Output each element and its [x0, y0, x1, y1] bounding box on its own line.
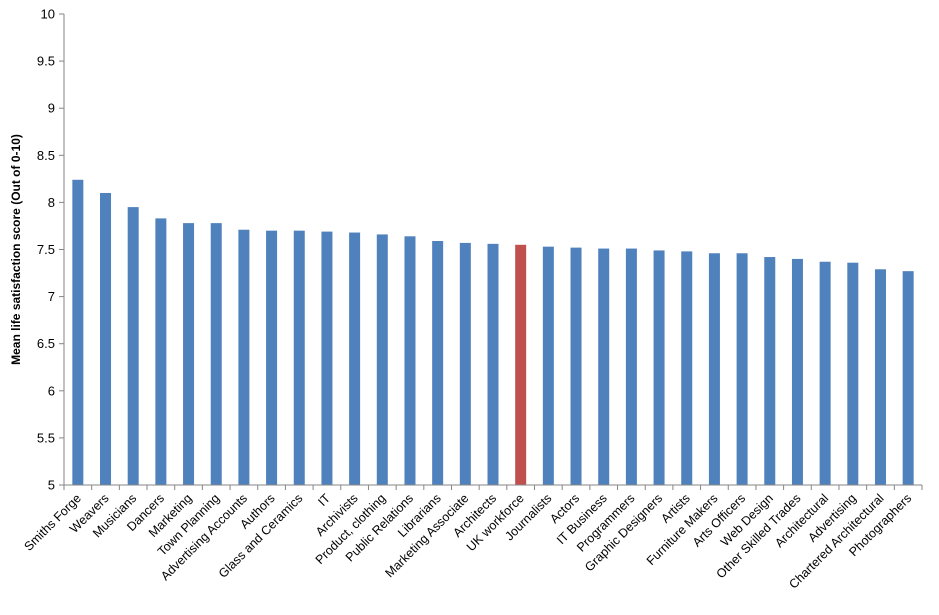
bar-smiths-forge	[72, 179, 84, 486]
y-tick-label: 7	[48, 289, 55, 304]
y-tick-label: 5	[48, 478, 55, 493]
bar-advertising	[847, 262, 859, 485]
bar-advertising-accounts	[238, 229, 250, 485]
y-axis-title-group: Mean life satisfaction score (Out of 0-1…	[9, 134, 23, 365]
bar-it-business	[598, 248, 610, 485]
bar-journalists	[542, 246, 554, 485]
y-tick-label: 5.5	[37, 430, 55, 445]
bars	[72, 179, 914, 486]
x-tick-label: IT	[315, 491, 333, 509]
bar-dancers	[155, 218, 167, 485]
y-tick-label: 6	[48, 383, 55, 398]
bar-arts-officers	[736, 253, 748, 485]
bar-archivists	[349, 232, 361, 485]
bar-public-relations	[404, 236, 416, 485]
bar-weavers	[100, 192, 112, 486]
bar-librarians	[432, 241, 444, 485]
bar-marketing	[183, 223, 195, 485]
bar-town-planning	[210, 223, 222, 485]
y-tick-label: 6.5	[37, 336, 55, 351]
bar-uk-workforce	[515, 244, 527, 485]
bar-glass-and-ceramics	[293, 230, 305, 485]
x-axis-labels: Smiths ForgeWeaversMusiciansDancersMarke…	[21, 491, 914, 592]
axes	[63, 14, 923, 490]
y-tick-label: 8.5	[37, 148, 55, 163]
bar-actors	[570, 247, 582, 485]
y-axis-title: Mean life satisfaction score (Out of 0-1…	[9, 134, 23, 365]
y-tick-label: 10	[41, 7, 55, 22]
bar-artists	[681, 251, 693, 485]
bar-photographers	[902, 271, 914, 485]
y-axis-ticks: 5 5.5 6 6.5 7 7.5 8 8.5 9 9.5 10	[37, 7, 64, 493]
bar-other-skilled-trades	[791, 258, 803, 485]
bar-chartered-architectural	[874, 269, 886, 485]
bar-graphic-designers	[653, 250, 665, 485]
y-tick-label: 9.5	[37, 54, 55, 69]
bar-programmers	[625, 248, 637, 485]
bar-authors	[266, 230, 278, 485]
bar-musicians	[127, 207, 139, 486]
y-tick-label: 8	[48, 195, 55, 210]
bar-marketing-associate	[459, 242, 471, 485]
y-tick-label: 7.5	[37, 242, 55, 257]
bar-architects	[487, 243, 499, 485]
y-tick-label: 9	[48, 101, 55, 116]
bar-architectural	[819, 261, 831, 485]
bar-product-clothing	[376, 234, 388, 485]
bar-web-design	[764, 257, 776, 485]
bar-furniture-makers	[708, 253, 720, 485]
bar-it	[321, 231, 333, 485]
